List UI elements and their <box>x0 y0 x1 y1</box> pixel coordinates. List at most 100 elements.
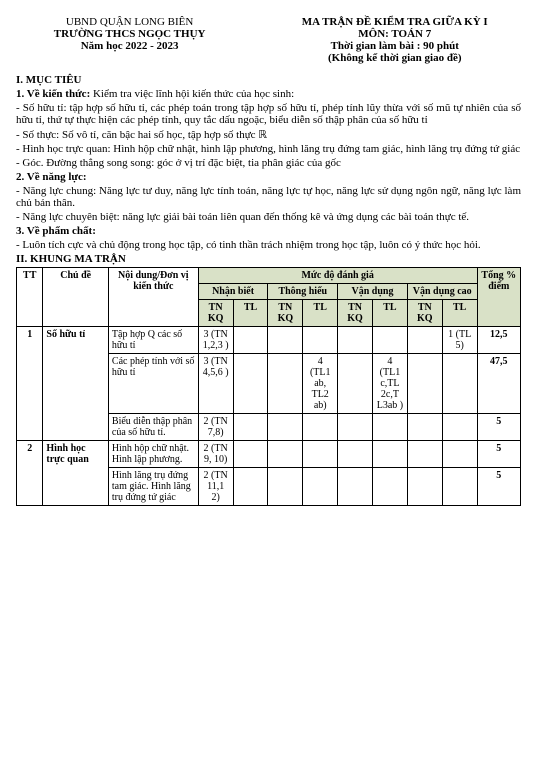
header-school: TRƯỜNG THCS NGỌC THỤY <box>16 28 243 40</box>
section-1-title: I. MỤC TIÊU <box>16 74 521 86</box>
header-note: (Không kể thời gian giao đề) <box>269 52 522 64</box>
cell <box>268 468 303 506</box>
cell <box>338 414 373 441</box>
cell <box>338 441 373 468</box>
cell <box>442 441 477 468</box>
cell <box>303 468 338 506</box>
cell <box>233 354 268 414</box>
cell <box>233 414 268 441</box>
nangluc-title: 2. Về năng lực: <box>16 171 521 183</box>
vdc-tl: TL <box>442 300 477 327</box>
phamchat-title: 3. Về phẩm chất: <box>16 225 521 237</box>
k4: - Góc. Đường thẳng song song: góc ở vị t… <box>16 157 521 169</box>
cell <box>442 468 477 506</box>
cell <box>407 468 442 506</box>
header-right: MA TRẬN ĐỀ KIỂM TRA GIỮA KỲ I MÔN: TOÁN … <box>269 16 522 64</box>
cell: 4 (TL1 c,TL 2c,T L3ab ) <box>373 354 408 414</box>
cell-tong: 5 <box>477 414 520 441</box>
header-title: MA TRẬN ĐỀ KIỂM TRA GIỮA KỲ I <box>269 16 522 28</box>
cell <box>233 441 268 468</box>
table-body: 1 Số hữu tỉ Tập hợp Q các số hữu tỉ 3 (T… <box>17 327 521 506</box>
cell <box>407 327 442 354</box>
cell-tong: 47,5 <box>477 354 520 414</box>
table-row: 1 Số hữu tỉ Tập hợp Q các số hữu tỉ 3 (T… <box>17 327 521 354</box>
cell <box>373 468 408 506</box>
cell-tt: 2 <box>17 441 43 506</box>
header-org: UBND QUẬN LONG BIÊN <box>16 16 243 28</box>
vd-tn: TN KQ <box>338 300 373 327</box>
kienthu-block: 1. Về kiến thức: Kiểm tra việc lĩnh hội … <box>16 88 521 100</box>
cell <box>233 468 268 506</box>
k1: - Số hữu tỉ: tập hợp số hữu tỉ, các phép… <box>16 102 521 126</box>
cell-noidung: Các phép tính với số hữu tỉ <box>108 354 198 414</box>
cell: 1 (TL 5) <box>442 327 477 354</box>
cell <box>233 327 268 354</box>
k3: - Hình học trực quan: Hình hộp chữ nhật,… <box>16 143 521 155</box>
cell <box>442 414 477 441</box>
kienthu-intro: Kiểm tra việc lĩnh hội kiến thức của học… <box>93 88 294 100</box>
cell <box>407 354 442 414</box>
section-2-title: II. KHUNG MA TRẬN <box>16 253 521 265</box>
cell-tt: 1 <box>17 327 43 441</box>
header-time: Thời gian làm bài : 90 phút <box>269 40 522 52</box>
cell-noidung: Tập hợp Q các số hữu tỉ <box>108 327 198 354</box>
cell: 3 (TN 1,2,3 ) <box>198 327 233 354</box>
cell: 2 (TN 7,8) <box>198 414 233 441</box>
kienthu-title: 1. Về kiến thức: <box>16 88 90 100</box>
col-tong: Tổng % điểm <box>477 268 520 327</box>
vdc-tn: TN KQ <box>407 300 442 327</box>
col-noidung: Nội dung/Đơn vị kiến thức <box>108 268 198 327</box>
cell <box>268 327 303 354</box>
cell: 2 (TN 11,1 2) <box>198 468 233 506</box>
vd-tl: TL <box>373 300 408 327</box>
cell <box>268 441 303 468</box>
cell-noidung: Hình lăng trụ đứng tam giác. Hình lăng t… <box>108 468 198 506</box>
p1: - Luôn tích cực và chủ động trong học tậ… <box>16 239 521 251</box>
col-chude: Chủ đề <box>43 268 109 327</box>
cell <box>407 414 442 441</box>
header: UBND QUẬN LONG BIÊN TRƯỜNG THCS NGỌC THỤ… <box>16 16 521 64</box>
cell <box>373 327 408 354</box>
cell: 4 (TL1 ab, TL2 ab) <box>303 354 338 414</box>
n2: - Năng lực chuyên biệt: năng lực giải bà… <box>16 211 521 223</box>
col-mucdo: Mức độ đánh giá <box>198 268 477 284</box>
cell <box>442 354 477 414</box>
table-head: TT Chủ đề Nội dung/Đơn vị kiến thức Mức … <box>17 268 521 327</box>
col-vdc: Vận dụng cao <box>407 284 477 300</box>
col-th: Thông hiểu <box>268 284 338 300</box>
cell-noidung: Hình hộp chữ nhật. Hình lập phương. <box>108 441 198 468</box>
cell <box>268 354 303 414</box>
cell <box>407 441 442 468</box>
cell <box>303 414 338 441</box>
cell: 3 (TN 4,5,6 ) <box>198 354 233 414</box>
header-left: UBND QUẬN LONG BIÊN TRƯỜNG THCS NGỌC THỤ… <box>16 16 243 64</box>
k2: - Số thực: Số vô tỉ, căn bậc hai số học,… <box>16 128 521 141</box>
header-year: Năm học 2022 - 2023 <box>16 40 243 52</box>
cell-chude: Hình học trực quan <box>43 441 109 506</box>
header-subject: MÔN: TOÁN 7 <box>269 28 522 40</box>
nb-tn: TN KQ <box>198 300 233 327</box>
cell-noidung: Biểu diễn thập phân của số hữu tỉ. <box>108 414 198 441</box>
cell: 2 (TN 9, 10) <box>198 441 233 468</box>
cell <box>303 327 338 354</box>
matrix-table: TT Chủ đề Nội dung/Đơn vị kiến thức Mức … <box>16 267 521 506</box>
n1: - Năng lực chung: Năng lực tư duy, năng … <box>16 185 521 209</box>
col-vd: Vận dụng <box>338 284 408 300</box>
cell <box>373 441 408 468</box>
cell <box>338 327 373 354</box>
cell-tong: 5 <box>477 468 520 506</box>
cell <box>338 354 373 414</box>
cell-tong: 12,5 <box>477 327 520 354</box>
cell <box>373 414 408 441</box>
cell-tong: 5 <box>477 441 520 468</box>
cell <box>303 441 338 468</box>
th-tl: TL <box>303 300 338 327</box>
table-row: 2 Hình học trực quan Hình hộp chữ nhật. … <box>17 441 521 468</box>
cell <box>268 414 303 441</box>
cell <box>338 468 373 506</box>
th-tn: TN KQ <box>268 300 303 327</box>
col-tt: TT <box>17 268 43 327</box>
cell-chude: Số hữu tỉ <box>43 327 109 441</box>
nb-tl: TL <box>233 300 268 327</box>
col-nb: Nhận biết <box>198 284 268 300</box>
